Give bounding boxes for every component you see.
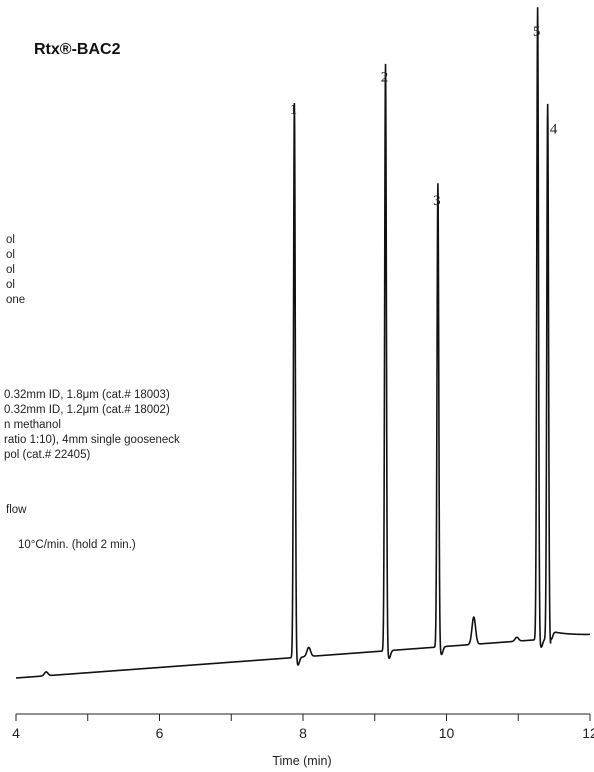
info-line: n methanol xyxy=(4,419,61,431)
x-tick-label: 6 xyxy=(156,725,164,741)
info-line: flow xyxy=(6,504,27,516)
trace-layer xyxy=(15,7,590,679)
info-line: ratio 1:10), 4mm single gooseneck xyxy=(4,434,180,446)
info-line: 0.32mm ID, 1.2μm (cat.# 18002) xyxy=(4,404,170,416)
peak-label-3: 3 xyxy=(433,193,441,209)
peak-label-5: 5 xyxy=(533,24,541,40)
x-axis: 4 6 8 10 12 xyxy=(12,713,594,741)
x-axis-label: Time (min) xyxy=(272,754,331,768)
x-tick-label: 12 xyxy=(582,725,594,741)
info-line: ol xyxy=(6,249,15,261)
info-line: 0.32mm ID, 1.8μm (cat.# 18003) xyxy=(4,389,170,401)
chromatogram-trace xyxy=(15,7,590,679)
peak-label-1: 1 xyxy=(290,102,298,118)
info-line: pol (cat.# 22405) xyxy=(4,449,90,461)
x-tick-label: 4 xyxy=(12,725,20,741)
x-tick-label: 10 xyxy=(439,725,455,741)
peak-labels: 1 2 3 5 4 xyxy=(290,24,558,209)
chart-title: Rtx®-BAC2 xyxy=(34,41,121,58)
info-line: ol xyxy=(6,264,15,276)
info-line: ol xyxy=(6,234,15,246)
conditions-text-block: ol ol ol ol one 0.32mm ID, 1.8μm (cat.# 18003… xyxy=(4,234,180,551)
peak-label-2: 2 xyxy=(381,70,389,86)
x-tick-label: 8 xyxy=(299,725,307,741)
peak-label-4: 4 xyxy=(550,122,558,138)
info-line: one xyxy=(6,294,25,306)
info-line: 10°C/min. (hold 2 min.) xyxy=(18,539,136,551)
info-line: ol xyxy=(6,279,15,291)
